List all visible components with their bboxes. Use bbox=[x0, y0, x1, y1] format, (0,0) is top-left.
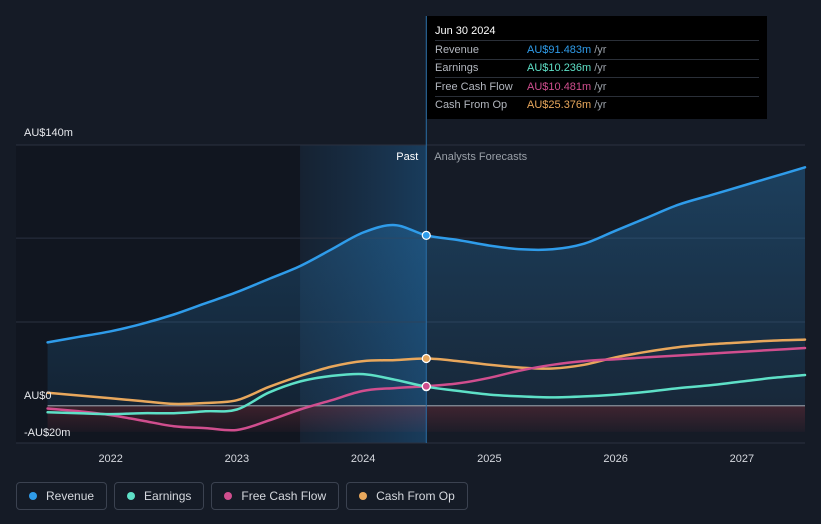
tooltip-value: AU$10.481m bbox=[527, 80, 592, 93]
marker-free-cash-flow bbox=[421, 381, 431, 391]
tooltip-row-revenue: Revenue AU$91.483m /yr bbox=[435, 40, 759, 59]
y-tick-label: -AU$20m bbox=[24, 427, 70, 439]
legend-label: Earnings bbox=[144, 489, 192, 503]
tooltip: Jun 30 2024 Revenue AU$91.483m /yr Earni… bbox=[427, 16, 767, 119]
tooltip-row-cash-from-op: Cash From Op AU$25.376m /yr bbox=[435, 95, 759, 115]
tooltip-label: Cash From Op bbox=[435, 99, 508, 112]
tooltip-value: AU$91.483m bbox=[527, 43, 592, 56]
legend-label: Revenue bbox=[46, 489, 95, 503]
x-tick-label: 2025 bbox=[477, 453, 501, 465]
tooltip-value: AU$10.236m bbox=[527, 62, 592, 75]
legend-dot-icon bbox=[224, 492, 233, 500]
legend-dot-icon bbox=[127, 492, 136, 500]
legend-label: Cash From Op bbox=[376, 489, 455, 503]
tooltip-label: Revenue bbox=[435, 43, 480, 56]
x-tick-label: 2024 bbox=[351, 453, 375, 465]
x-tick-label: 2027 bbox=[730, 453, 754, 465]
legend-item-cash-from-op[interactable]: Cash From Op bbox=[346, 482, 468, 510]
legend-item-earnings[interactable]: Earnings bbox=[114, 482, 205, 510]
tooltip-unit: /yr bbox=[594, 43, 607, 56]
tooltip-value: AU$25.376m bbox=[527, 99, 592, 112]
legend-dot-icon bbox=[29, 492, 37, 500]
tooltip-row-free-cash-flow: Free Cash Flow AU$10.481m /yr bbox=[435, 77, 759, 96]
x-tick-label: 2026 bbox=[603, 453, 627, 465]
marker-cash-from-op bbox=[421, 353, 431, 364]
tooltip-label: Free Cash Flow bbox=[435, 80, 513, 93]
tooltip-label: Earnings bbox=[435, 62, 479, 75]
past-label: Past bbox=[396, 151, 418, 163]
legend-item-revenue[interactable]: Revenue bbox=[16, 482, 108, 510]
legend: Revenue Earnings Free Cash Flow Cash Fro… bbox=[16, 482, 468, 510]
y-tick-label: AU$0 bbox=[24, 390, 52, 402]
tooltip-date: Jun 30 2024 bbox=[435, 25, 496, 37]
y-tick-label: AU$140m bbox=[24, 127, 73, 139]
legend-item-free-cash-flow[interactable]: Free Cash Flow bbox=[211, 482, 340, 510]
legend-dot-icon bbox=[359, 492, 368, 500]
tooltip-unit: /yr bbox=[594, 62, 607, 75]
x-tick-label: 2023 bbox=[225, 453, 249, 465]
x-tick-label: 2022 bbox=[98, 453, 122, 465]
tooltip-unit: /yr bbox=[594, 80, 607, 93]
tooltip-row-earnings: Earnings AU$10.236m /yr bbox=[435, 58, 759, 78]
marker-revenue bbox=[421, 230, 431, 240]
legend-label: Free Cash Flow bbox=[241, 489, 327, 503]
forecast-label: Analysts Forecasts bbox=[434, 151, 527, 163]
tooltip-unit: /yr bbox=[594, 99, 607, 112]
